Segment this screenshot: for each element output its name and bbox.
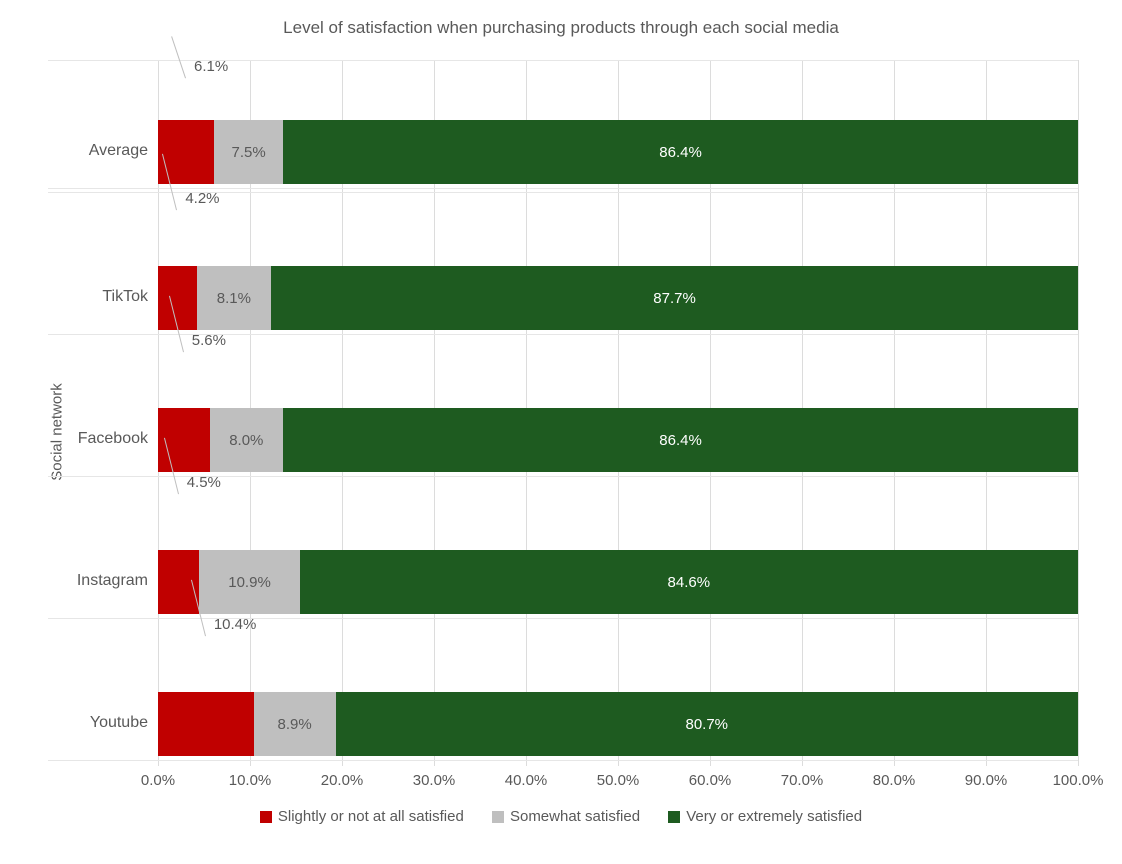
callout-label: 5.6%: [192, 332, 226, 349]
legend-label: Very or extremely satisfied: [686, 808, 862, 825]
legend-item: Somewhat satisfied: [492, 808, 640, 825]
callout-label: 4.2%: [185, 190, 219, 207]
x-axis-ticks: 0.0%10.0%20.0%30.0%40.0%50.0%60.0%70.0%8…: [158, 772, 1078, 796]
callout-label: 6.1%: [194, 58, 228, 75]
bar-row: 8.9%80.7%: [158, 692, 1078, 756]
legend: Slightly or not at all satisfied Somewha…: [0, 808, 1122, 827]
bar-row: 8.1%87.7%: [158, 266, 1078, 330]
x-tick-label: 70.0%: [781, 772, 824, 789]
bar-segment: 8.1%: [197, 266, 272, 330]
category-label: Youtube: [52, 714, 148, 732]
legend-label: Somewhat satisfied: [510, 808, 640, 825]
chart-title: Level of satisfaction when purchasing pr…: [0, 18, 1122, 38]
bar-segment: 7.5%: [214, 120, 283, 184]
x-tick-label: 80.0%: [873, 772, 916, 789]
bar-segment: [158, 266, 197, 330]
x-tick-label: 40.0%: [505, 772, 548, 789]
category-label: Instagram: [52, 572, 148, 590]
bar-segment: [158, 550, 199, 614]
bar-segment: 10.9%: [199, 550, 299, 614]
x-tick-label: 90.0%: [965, 772, 1008, 789]
x-tick-label: 30.0%: [413, 772, 456, 789]
legend-label: Slightly or not at all satisfied: [278, 808, 464, 825]
gridline: [1078, 60, 1079, 766]
row-separator: [48, 760, 1078, 761]
callout-leader: [171, 36, 186, 78]
bar-segment: 80.7%: [336, 692, 1078, 756]
bar-segment: 8.0%: [210, 408, 284, 472]
x-tick-label: 100.0%: [1053, 772, 1104, 789]
bar-segment: [158, 692, 254, 756]
x-tick-label: 50.0%: [597, 772, 640, 789]
satisfaction-chart: Level of satisfaction when purchasing pr…: [0, 0, 1122, 864]
legend-swatch: [492, 811, 504, 823]
legend-item: Very or extremely satisfied: [668, 808, 862, 825]
bar-segment: 8.9%: [254, 692, 336, 756]
bar-segment: 86.4%: [283, 120, 1078, 184]
category-label: TikTok: [52, 288, 148, 306]
x-tick-label: 60.0%: [689, 772, 732, 789]
plot-area: Average7.5%86.4%6.1%TikTok8.1%87.7%4.2%F…: [158, 60, 1078, 760]
row-separator: [48, 188, 1078, 189]
row-separator: [48, 618, 1078, 619]
callout-label: 10.4%: [214, 616, 257, 633]
x-tick-label: 0.0%: [141, 772, 175, 789]
legend-swatch: [668, 811, 680, 823]
bar-segment: 87.7%: [271, 266, 1078, 330]
x-tick-label: 10.0%: [229, 772, 272, 789]
bar-row: 7.5%86.4%: [158, 120, 1078, 184]
bar-row: 8.0%86.4%: [158, 408, 1078, 472]
bar-segment: 86.4%: [283, 408, 1078, 472]
legend-swatch: [260, 811, 272, 823]
category-label: Facebook: [52, 430, 148, 448]
category-label: Average: [52, 142, 148, 160]
legend-item: Slightly or not at all satisfied: [260, 808, 464, 825]
bar-segment: 84.6%: [300, 550, 1078, 614]
bar-row: 10.9%84.6%: [158, 550, 1078, 614]
callout-label: 4.5%: [187, 474, 221, 491]
x-tick-label: 20.0%: [321, 772, 364, 789]
